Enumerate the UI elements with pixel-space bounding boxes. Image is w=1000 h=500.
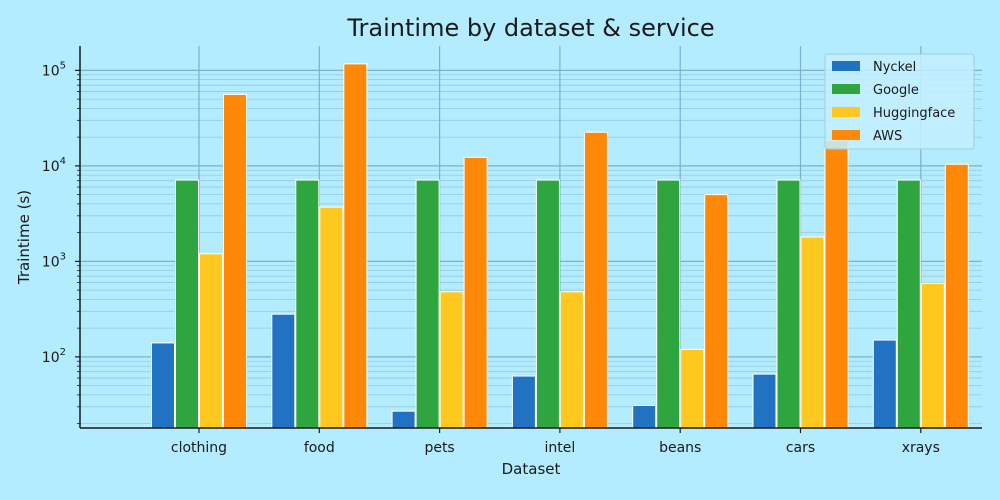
x-tick-label-xrays: xrays: [902, 440, 940, 456]
bar-aws-food: [343, 63, 368, 429]
y-tick-label: 104: [42, 156, 66, 175]
bar-nyckel-xrays: [872, 339, 897, 429]
x-axis-label: Dataset: [502, 460, 561, 478]
legend-swatch-huggingface: [832, 107, 860, 117]
bar-huggingface-cars: [800, 236, 825, 429]
bar-google-pets: [415, 179, 440, 429]
bar-nyckel-beans: [632, 404, 657, 429]
bar-huggingface-clothing: [199, 253, 223, 429]
bar-nyckel-cars: [752, 373, 777, 429]
y-tick-label: 105: [42, 60, 66, 79]
bar-aws-xrays: [944, 163, 969, 429]
bar-aws-clothing: [223, 93, 247, 429]
x-tick-label-clothing: clothing: [171, 440, 227, 456]
bar-aws-pets: [463, 156, 488, 429]
bar-google-beans: [656, 179, 681, 429]
bar-aws-beans: [704, 194, 729, 429]
bar-huggingface-food: [319, 206, 344, 429]
bar-google-food: [295, 179, 320, 429]
bar-huggingface-pets: [439, 291, 464, 429]
bar-huggingface-xrays: [920, 282, 945, 429]
x-tick-label-food: food: [304, 440, 335, 456]
bar-google-clothing: [175, 179, 199, 429]
legend-box: [824, 53, 975, 150]
bar-nyckel-food: [271, 313, 296, 429]
bar-google-xrays: [896, 179, 921, 429]
y-tick-label: 103: [42, 251, 66, 270]
x-tick-label-intel: intel: [545, 440, 576, 456]
y-tick-label: 102: [42, 347, 66, 366]
axes: 102 103 104 105 clothing food pets intel beans ca…: [42, 46, 982, 456]
legend: Nyckel Google Huggingface AWS: [824, 53, 975, 150]
x-tick-label-beans: beans: [659, 440, 701, 456]
y-axis-label: Traintime (s): [15, 190, 33, 285]
bar-nyckel-intel: [511, 375, 536, 429]
legend-swatch-nyckel: [832, 61, 860, 71]
bar-huggingface-intel: [559, 291, 584, 429]
legend-label-nyckel: Nyckel: [873, 60, 916, 75]
legend-label-aws: AWS: [873, 129, 902, 144]
bar-nyckel-clothing: [151, 342, 175, 429]
bar-nyckel-pets: [391, 410, 416, 429]
legend-label-huggingface: Huggingface: [873, 106, 955, 121]
bar-aws-cars: [824, 139, 849, 429]
chart-title: Traintime by dataset & service: [346, 14, 714, 42]
legend-swatch-google: [832, 84, 860, 94]
x-tick-label-pets: pets: [424, 440, 454, 456]
x-tick-label-cars: cars: [786, 440, 815, 456]
legend-swatch-aws: [832, 130, 860, 140]
bars: [151, 63, 969, 429]
bar-google-intel: [535, 179, 560, 429]
bar-huggingface-beans: [680, 348, 705, 429]
legend-label-google: Google: [873, 83, 919, 98]
bar-aws-intel: [583, 131, 608, 429]
bar-google-cars: [776, 179, 801, 429]
